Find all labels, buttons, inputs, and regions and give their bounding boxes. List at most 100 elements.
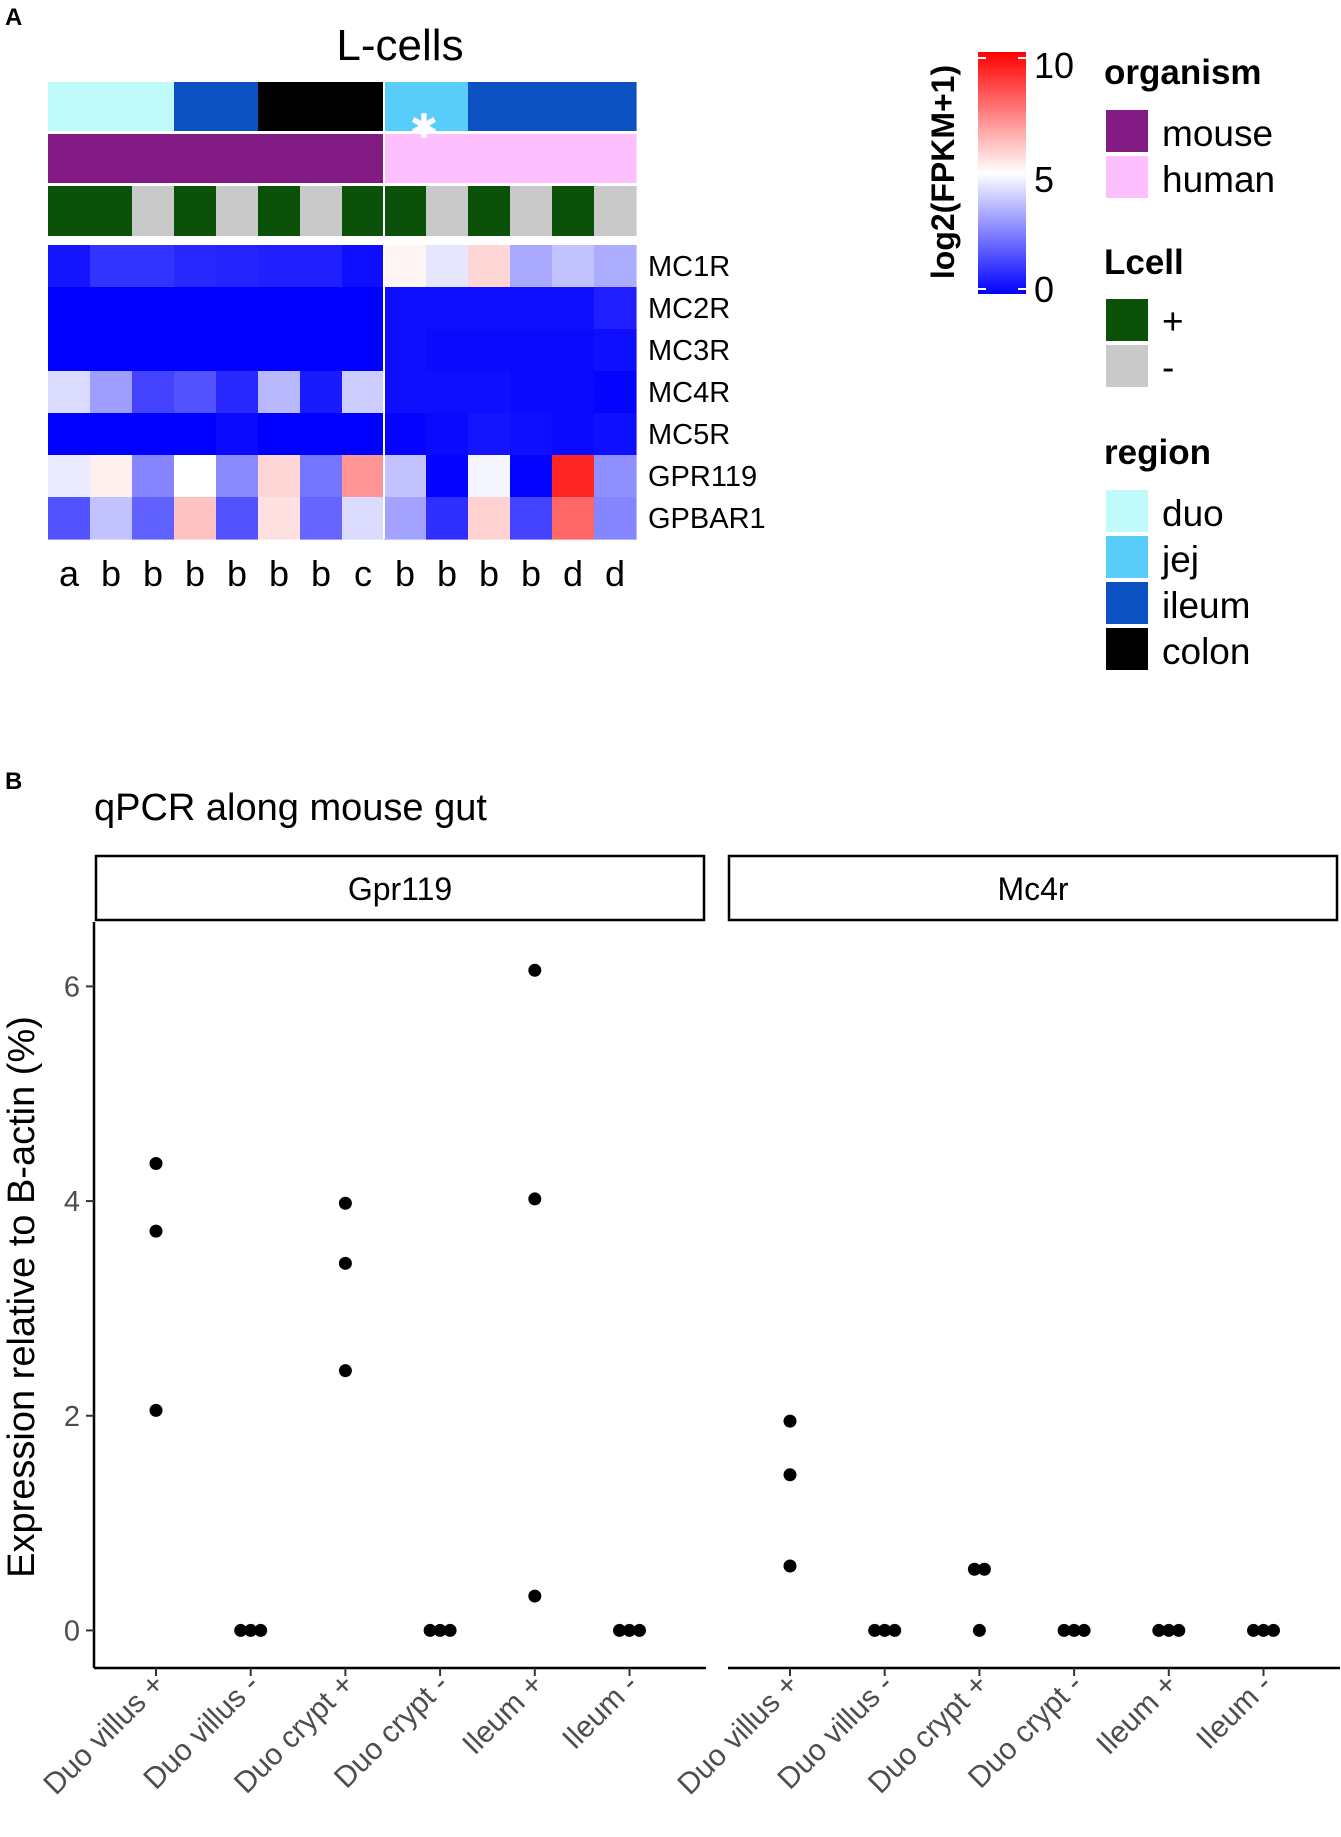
heatmap-column-label: b <box>269 553 289 594</box>
y-tick-label: 0 <box>64 1615 80 1647</box>
x-tick-label: Ileum + <box>1090 1668 1183 1761</box>
legend-organism: organism mouse human <box>1104 53 1275 200</box>
lcell-annotation-cell <box>594 186 637 236</box>
scatter-point <box>528 1589 542 1603</box>
scatter-point <box>1057 1623 1071 1637</box>
scatter-point <box>443 1623 457 1637</box>
heatmap-cell <box>258 329 301 372</box>
heatmap-cell <box>48 497 91 540</box>
heatmap-cell <box>552 497 595 540</box>
x-tick-label: Ileum - <box>556 1668 644 1756</box>
heatmap-cell <box>132 287 175 330</box>
heatmap-cell <box>258 245 301 288</box>
scatter-point <box>338 1256 352 1270</box>
heatmap-cell <box>426 245 469 288</box>
lcell-annotation-cell <box>342 186 385 236</box>
heatmap-cell <box>468 413 511 456</box>
heatmap-row-label: GPR119 <box>648 461 757 493</box>
legend-swatch-jej <box>1106 536 1148 578</box>
heatmap-cell <box>552 371 595 414</box>
heatmap-column-label: a <box>59 553 80 594</box>
scatter-point <box>783 1559 797 1573</box>
scatter-point <box>149 1224 163 1238</box>
heatmap-cell <box>552 329 595 372</box>
heatmap-column-label: b <box>311 553 331 594</box>
heatmap-column-label: b <box>185 553 205 594</box>
heatmap-cell <box>48 329 91 372</box>
heatmap-cell <box>90 455 133 498</box>
lcell-annotation-cell <box>90 186 133 236</box>
scatter-point <box>528 963 542 977</box>
heatmap-column-label: b <box>143 553 163 594</box>
heatmap-cell <box>426 455 469 498</box>
region-annotation-cell <box>552 82 595 131</box>
y-tick-label: 6 <box>64 971 80 1003</box>
heatmap-cell <box>300 329 343 372</box>
heatmap-cell <box>426 329 469 372</box>
lcell-annotation-cell <box>216 186 259 236</box>
heatmap-cell <box>174 329 217 372</box>
heatmap-cell <box>468 245 511 288</box>
legend-lcell: Lcell + - <box>1104 243 1184 388</box>
legend-label-colon: colon <box>1162 631 1250 672</box>
heatmap-cell <box>300 287 343 330</box>
y-axis-label: Expression relative to B-actin (%) <box>1 1016 43 1578</box>
heatmap-column-label: d <box>563 553 583 594</box>
organism-annotation-cell <box>468 134 511 183</box>
heatmap-cell <box>342 497 385 540</box>
heatmap-cell <box>384 413 427 456</box>
organism-annotation-cell <box>342 134 385 183</box>
legend-region-title: region <box>1104 433 1211 472</box>
heatmap-cell <box>468 497 511 540</box>
heatmap-column-label: d <box>605 553 625 594</box>
heatmap-column-label: b <box>479 553 499 594</box>
organism-annotation-cell <box>48 134 91 183</box>
lcell-annotation-cell <box>468 186 511 236</box>
scatter-point <box>623 1623 636 1637</box>
heatmap-cell <box>216 329 259 372</box>
scatter-point <box>633 1623 646 1637</box>
heatmap-cell <box>426 371 469 414</box>
scatter-point <box>972 1623 986 1637</box>
scatter-point <box>433 1623 447 1637</box>
heatmap-cell <box>48 413 91 456</box>
heatmap-cell <box>90 287 133 330</box>
heatmap-row-label: MC1R <box>648 251 730 283</box>
heatmap-row-labels: MC1R MC2R MC3R MC4R MC5R GPR119 GPBAR1 <box>648 251 766 535</box>
heatmap-cell <box>594 455 637 498</box>
heatmap-cell <box>174 455 217 498</box>
legend-label-lcell-positive: + <box>1162 301 1184 342</box>
heatmap-cell <box>510 413 553 456</box>
legend-swatch-lcell-negative <box>1106 345 1148 387</box>
heatmap-cell <box>300 413 343 456</box>
colorbar: log2(FPKM+1) 0 5 10 <box>925 45 1074 310</box>
heatmap-cell <box>426 287 469 330</box>
scatter-point <box>888 1623 902 1637</box>
organism-annotation-cell <box>552 134 595 183</box>
lcell-annotation-cell <box>258 186 301 236</box>
region-annotation-cell <box>48 82 91 131</box>
heatmap-column-label: b <box>227 553 247 594</box>
region-annotation-cell <box>426 82 469 131</box>
heatmap-cell <box>468 455 511 498</box>
scatter-point <box>149 1157 163 1171</box>
heatmap-cell <box>342 413 385 456</box>
region-annotation-cell <box>174 82 217 131</box>
legend-swatch-mouse <box>1106 110 1148 152</box>
heatmap-cell <box>594 371 637 414</box>
heatmap-cell <box>216 497 259 540</box>
organism-annotation-cell <box>594 134 637 183</box>
scatter-point <box>234 1623 248 1637</box>
heatmap-cell <box>510 245 553 288</box>
heatmap-cell <box>216 245 259 288</box>
scatter-point <box>1077 1623 1091 1637</box>
panel-b-label: B <box>5 768 22 795</box>
heatmap-cell <box>216 287 259 330</box>
heatmap-cell <box>216 413 259 456</box>
scatter-point <box>783 1468 797 1482</box>
heatmap-cell <box>48 245 91 288</box>
scatter-point <box>528 1192 542 1206</box>
